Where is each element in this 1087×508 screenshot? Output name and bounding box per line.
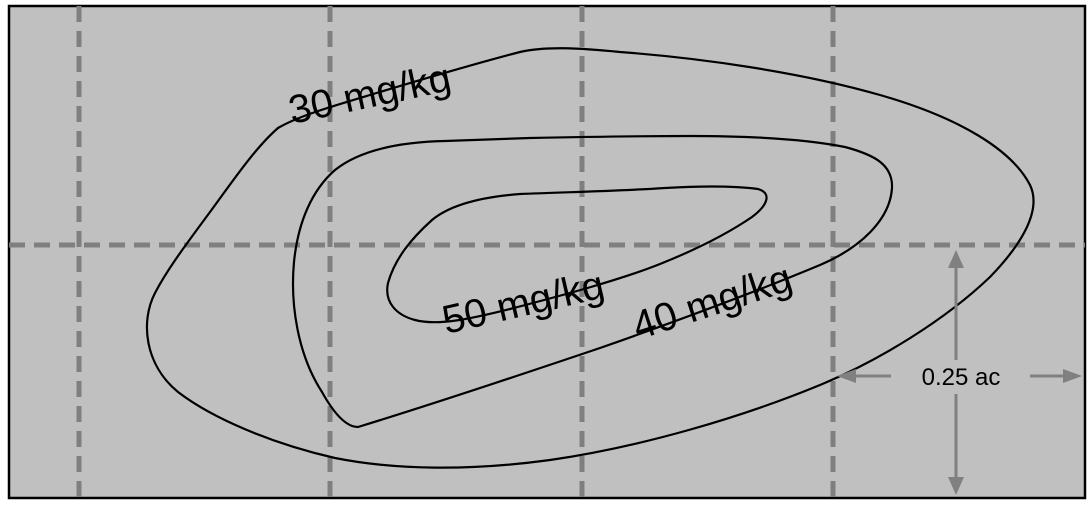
arrow-right-icon xyxy=(1063,369,1082,383)
map-background xyxy=(7,4,1087,500)
arrow-up-icon xyxy=(948,250,964,268)
contour-line-50 xyxy=(386,185,768,324)
dimension-label-background xyxy=(898,360,1024,394)
arrow-left-icon xyxy=(837,369,856,383)
contour-line-40 xyxy=(291,134,894,429)
contour-line-30 xyxy=(145,47,1035,469)
grid-cell-dimension: 0.25 ac xyxy=(837,250,1082,495)
grid-cell-area-label: 0.25 ac xyxy=(922,364,1001,391)
sampling-grid xyxy=(9,6,1085,498)
arrow-down-icon xyxy=(948,477,964,495)
